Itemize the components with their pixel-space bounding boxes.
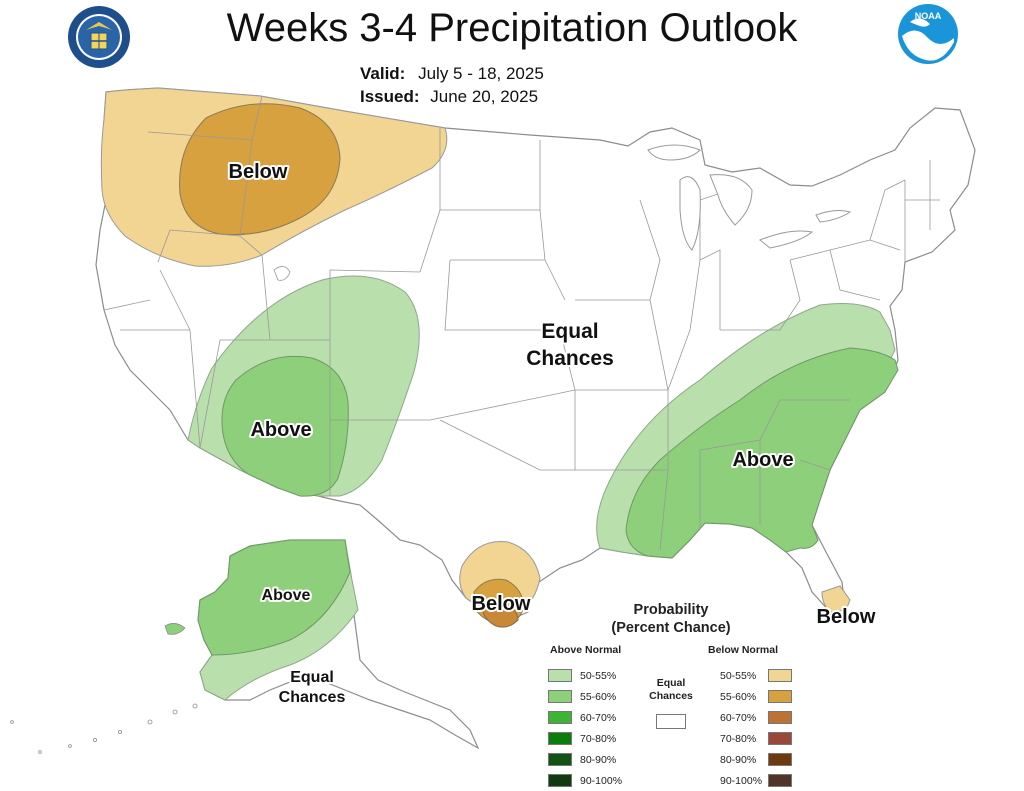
legend-title: Probability (Percent Chance) — [596, 601, 746, 637]
label-central-line1: Equal — [541, 320, 598, 343]
label-central-line2: Chances — [526, 347, 614, 370]
legend-equal-line1: Equal — [656, 677, 686, 689]
legend-below-range-label: 55-60% — [720, 690, 757, 703]
legend-above-row: 90-100% — [548, 773, 636, 788]
legend-above-swatch — [548, 669, 572, 682]
legend-above-swatch — [548, 711, 572, 724]
aleutian-islands — [10, 623, 198, 754]
legend-above-swatch — [548, 732, 572, 745]
legend-below-row: 90-100% — [720, 773, 792, 788]
legend-below-range-label: 70-80% — [720, 732, 757, 745]
alaska-above-55-60 — [197, 539, 351, 656]
legend-below-swatch — [768, 669, 792, 682]
legend-below-range-label: 80-90% — [720, 753, 757, 766]
great-lakes — [647, 144, 852, 251]
issued-label: Issued: — [360, 87, 420, 106]
fl-below-50-55 — [821, 585, 851, 613]
legend-equal-chances-label: Equal Chances — [640, 677, 702, 703]
legend-below-range-label: 50-55% — [720, 669, 757, 682]
legend-below-swatch — [768, 732, 792, 745]
label-southeast: Above — [732, 449, 793, 471]
se-above-55-60 — [625, 347, 899, 559]
legend-title-line1: Probability — [633, 602, 709, 618]
legend-above-range-label: 80-90% — [580, 753, 617, 766]
legend-below-row: 80-90% — [720, 752, 792, 767]
legend-below-swatch — [768, 753, 792, 766]
legend-above-row: 50-55% — [548, 668, 636, 683]
legend-below-range-label: 60-70% — [720, 711, 757, 724]
legend-above-row: 60-70% — [548, 710, 636, 725]
label-south-texas: Below — [472, 593, 531, 615]
nw-below-55-60 — [179, 103, 341, 236]
legend-below-header: Below Normal — [708, 644, 779, 656]
label-south-florida: Below — [817, 606, 876, 628]
noaa-logo-icon: NOAA — [898, 4, 958, 64]
legend-title-line2: (Percent Chance) — [611, 620, 731, 636]
legend-above-row: 70-80% — [548, 731, 636, 746]
legend-below-row: 55-60% — [720, 689, 792, 704]
legend-equal-chances-swatch — [656, 714, 686, 729]
legend-above-range-label: 55-60% — [580, 690, 617, 703]
label-alaska-north: Above — [262, 587, 311, 604]
tx-below-60-70 — [481, 602, 519, 628]
legend-above-row: 80-90% — [548, 752, 636, 767]
label-alaska-south-line2: Chances — [279, 689, 346, 706]
great-salt-lake — [273, 266, 291, 281]
legend-below-range-label: 90-100% — [720, 774, 763, 787]
valid-line: Valid: July 5 - 18, 2025 — [360, 64, 544, 84]
legend-below-swatch — [768, 774, 792, 787]
legend-above-swatch — [548, 774, 572, 787]
legend-equal-line2: Chances — [649, 690, 693, 702]
legend-above-header: Above Normal — [550, 644, 622, 656]
legend-below-swatch — [768, 711, 792, 724]
issued-value: June 20, 2025 — [430, 87, 539, 106]
label-northwest: Below — [229, 161, 288, 183]
legend-above-range-label: 50-55% — [580, 669, 617, 682]
page-title: Weeks 3-4 Precipitation Outlook — [226, 6, 798, 50]
legend-above-swatch — [548, 753, 572, 766]
label-alaska-south-line1: Equal — [290, 669, 334, 686]
label-southwest: Above — [250, 419, 311, 441]
valid-label: Valid: — [360, 64, 406, 83]
valid-value: July 5 - 18, 2025 — [418, 64, 544, 83]
legend-below-row: 50-55% — [720, 668, 792, 683]
legend-above-range-label: 60-70% — [580, 711, 617, 724]
legend-above-swatch — [548, 690, 572, 703]
legend-below-row: 60-70% — [720, 710, 792, 725]
noaa-logo-text: NOAA — [915, 11, 942, 21]
legend-above-range-label: 70-80% — [580, 732, 617, 745]
legend-below-row: 70-80% — [720, 731, 792, 746]
issued-line: Issued: June 20, 2025 — [360, 87, 538, 107]
legend-below-swatch — [768, 690, 792, 703]
sw-above-55-60 — [221, 355, 349, 497]
commerce-seal-icon — [68, 6, 130, 68]
legend-above-row: 55-60% — [548, 689, 636, 704]
legend-above-range-label: 90-100% — [580, 774, 623, 787]
